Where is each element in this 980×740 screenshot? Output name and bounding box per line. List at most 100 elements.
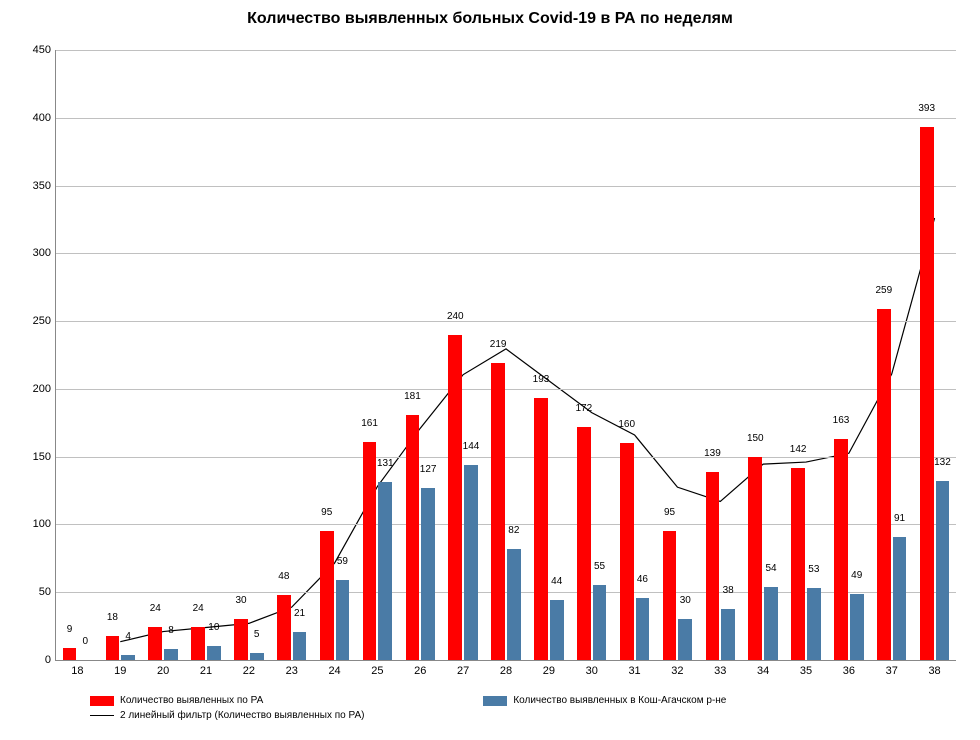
gridline bbox=[56, 457, 956, 458]
bar-label: 0 bbox=[83, 636, 89, 647]
bar-label: 10 bbox=[208, 622, 219, 633]
bar-label: 59 bbox=[337, 556, 348, 567]
x-tick-label: 32 bbox=[671, 665, 683, 677]
bar-label: 95 bbox=[664, 507, 675, 518]
bar-series1 bbox=[593, 585, 607, 660]
bar-series0 bbox=[791, 468, 805, 660]
bar-label: 193 bbox=[533, 374, 550, 385]
legend-label-trend: 2 линейный фильтр (Количество выявленных… bbox=[120, 710, 364, 721]
gridline bbox=[56, 186, 956, 187]
bar-label: 160 bbox=[618, 419, 635, 430]
bar-label: 142 bbox=[790, 444, 807, 455]
x-tick-label: 23 bbox=[286, 665, 298, 677]
bar-label: 91 bbox=[894, 513, 905, 524]
bar-label: 240 bbox=[447, 311, 464, 322]
bar-label: 219 bbox=[490, 339, 507, 350]
bar-series1 bbox=[550, 600, 564, 660]
bar-series0 bbox=[363, 442, 377, 660]
gridline bbox=[56, 253, 956, 254]
gridline bbox=[56, 321, 956, 322]
legend-swatch-1 bbox=[483, 696, 507, 706]
x-tick-label: 38 bbox=[928, 665, 940, 677]
bar-label: 9 bbox=[67, 624, 73, 635]
bar-label: 139 bbox=[704, 448, 721, 459]
legend-label-0: Количество выявленных по РА bbox=[120, 695, 263, 706]
bar-label: 131 bbox=[377, 458, 394, 469]
bar-label: 163 bbox=[833, 415, 850, 426]
x-tick-label: 20 bbox=[157, 665, 169, 677]
bar-series1 bbox=[464, 465, 478, 660]
y-tick-label: 300 bbox=[33, 247, 51, 259]
bar-label: 38 bbox=[723, 585, 734, 596]
x-tick-label: 33 bbox=[714, 665, 726, 677]
x-tick-label: 29 bbox=[543, 665, 555, 677]
bar-label: 54 bbox=[765, 563, 776, 574]
bar-label: 30 bbox=[235, 595, 246, 606]
y-tick-label: 450 bbox=[33, 44, 51, 56]
bar-series0 bbox=[234, 619, 248, 660]
bar-label: 82 bbox=[508, 525, 519, 536]
y-tick-label: 100 bbox=[33, 518, 51, 530]
gridline bbox=[56, 50, 956, 51]
bar-series0 bbox=[706, 472, 720, 660]
trend-line bbox=[56, 50, 956, 660]
x-tick-label: 18 bbox=[71, 665, 83, 677]
bar-series0 bbox=[277, 595, 291, 660]
bar-series1 bbox=[336, 580, 350, 660]
bar-label: 46 bbox=[637, 574, 648, 585]
bar-series0 bbox=[663, 531, 677, 660]
x-tick-label: 21 bbox=[200, 665, 212, 677]
chart-title: Количество выявленных больных Covid-19 в… bbox=[10, 10, 970, 28]
bar-series0 bbox=[920, 127, 934, 660]
y-tick-label: 0 bbox=[45, 654, 51, 666]
bar-series1 bbox=[507, 549, 521, 660]
x-tick-label: 34 bbox=[757, 665, 769, 677]
bar-label: 30 bbox=[680, 595, 691, 606]
legend-label-1: Количество выявленных в Кош-Агачском р-н… bbox=[513, 695, 726, 706]
bar-series1 bbox=[678, 619, 692, 660]
y-tick-label: 400 bbox=[33, 112, 51, 124]
y-tick-label: 250 bbox=[33, 315, 51, 327]
x-tick-label: 31 bbox=[628, 665, 640, 677]
plot-area: 0501001502002503003504004501890191842024… bbox=[55, 50, 956, 661]
bar-label: 21 bbox=[294, 608, 305, 619]
bar-label: 48 bbox=[278, 571, 289, 582]
bar-series1 bbox=[936, 481, 950, 660]
x-tick-label: 22 bbox=[243, 665, 255, 677]
y-tick-label: 350 bbox=[33, 180, 51, 192]
bar-series0 bbox=[877, 309, 891, 660]
bar-label: 18 bbox=[107, 612, 118, 623]
x-tick-label: 30 bbox=[586, 665, 598, 677]
bar-series0 bbox=[320, 531, 334, 660]
legend-item-series1: Количество выявленных в Кош-Агачском р-н… bbox=[483, 695, 726, 706]
bar-series1 bbox=[421, 488, 435, 660]
bar-series0 bbox=[448, 335, 462, 660]
x-tick-label: 25 bbox=[371, 665, 383, 677]
y-tick-label: 200 bbox=[33, 383, 51, 395]
bar-label: 53 bbox=[808, 564, 819, 575]
bar-series1 bbox=[250, 653, 264, 660]
bar-series0 bbox=[748, 457, 762, 660]
bar-series1 bbox=[893, 537, 907, 660]
bar-label: 393 bbox=[918, 103, 935, 114]
gridline bbox=[56, 524, 956, 525]
x-tick-label: 37 bbox=[886, 665, 898, 677]
bar-label: 172 bbox=[576, 403, 593, 414]
x-tick-label: 27 bbox=[457, 665, 469, 677]
y-tick-label: 150 bbox=[33, 451, 51, 463]
bar-series1 bbox=[121, 655, 135, 660]
bar-label: 161 bbox=[361, 418, 378, 429]
bar-series0 bbox=[491, 363, 505, 660]
gridline bbox=[56, 118, 956, 119]
bar-label: 181 bbox=[404, 391, 421, 402]
gridline bbox=[56, 389, 956, 390]
bar-series1 bbox=[636, 598, 650, 660]
bar-label: 44 bbox=[551, 576, 562, 587]
bar-label: 5 bbox=[254, 629, 260, 640]
chart-container: Количество выявленных больных Covid-19 в… bbox=[10, 10, 970, 730]
bar-series0 bbox=[106, 636, 120, 660]
bar-series1 bbox=[721, 609, 735, 661]
bar-series1 bbox=[164, 649, 178, 660]
bar-series1 bbox=[764, 587, 778, 660]
bar-label: 49 bbox=[851, 570, 862, 581]
